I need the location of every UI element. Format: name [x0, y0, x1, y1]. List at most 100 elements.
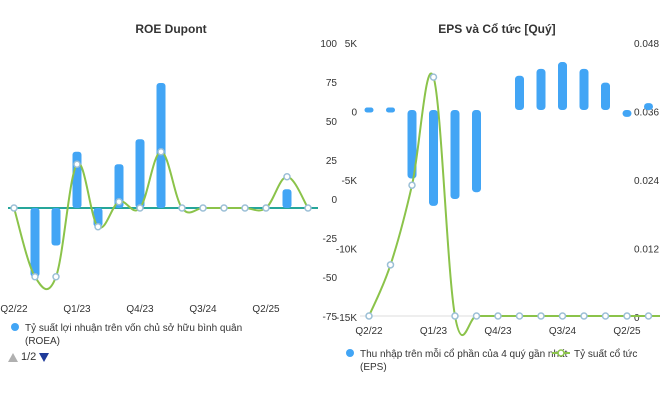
roe-line-point	[94, 223, 102, 231]
roe-x-tick-label: Q2/22	[0, 304, 28, 315]
dividend-line-point	[644, 312, 653, 320]
dividend-line-point	[429, 73, 438, 81]
eps-dividend-chart: EPS và Cổ tức [Quý] 1007550250-25-50-75 …	[320, 22, 660, 373]
roe-bar	[156, 83, 166, 208]
eps-left-tick-label: 75	[326, 78, 338, 89]
eps-right-axis-ticks: 0.048 0.036 0.024 0.012 0	[634, 39, 659, 324]
eps-legend[interactable]: Thu nhập trên mỗi cổ phần của 4 quý gần …	[346, 347, 637, 373]
roe-x-axis-ticks: Q2/22 Q1/23 Q4/23 Q3/24 Q2/25	[0, 304, 280, 315]
eps-x-axis-ticks: Q2/22 Q1/23 Q4/23 Q3/24 Q2/25	[355, 326, 641, 337]
dividend-line-point	[451, 312, 459, 320]
roe-line-point	[115, 198, 123, 206]
dividend-line-point	[623, 312, 631, 320]
roe-line-series	[10, 148, 312, 290]
eps-left-tick-label: -25	[323, 234, 338, 245]
roe-legend-label-line1: Tỷ suất lợi nhuận trên vốn chủ sở hữu bì…	[25, 322, 242, 334]
dividend-line-point	[472, 312, 481, 320]
eps-x-tick-label: Q2/22	[355, 326, 383, 337]
roe-bar	[72, 151, 82, 208]
roe-x-tick-label: Q2/25	[252, 304, 280, 315]
roe-line-point	[199, 204, 207, 212]
eps-left-tick-label: 25	[326, 156, 338, 167]
eps-legend-marker	[346, 349, 354, 357]
eps-legend-label-line2: (EPS)	[360, 362, 387, 373]
eps-mid-tick-label: 0	[351, 108, 357, 119]
eps-right-tick-label: 0	[634, 313, 640, 324]
roe-dupont-chart: ROE Dupont Q2/22 Q1/23 Q4/23 Q3/24 Q2/25 Tỷ …	[0, 22, 318, 347]
eps-bar	[536, 68, 546, 110]
eps-bar	[558, 62, 567, 110]
roe-x-tick-label: Q4/23	[126, 304, 154, 315]
roe-line-point	[304, 204, 312, 212]
roe-line-point	[220, 204, 228, 212]
roe-bars	[30, 83, 292, 277]
eps-bar	[601, 82, 610, 110]
roe-line-point	[178, 204, 186, 212]
eps-left-axis-ticks: 100 75 50 25 0 -25 -50 -75	[320, 39, 337, 323]
roe-line-point	[10, 204, 18, 212]
dividend-line-point	[408, 181, 416, 189]
eps-bar	[386, 107, 395, 113]
roe-legend-marker	[11, 323, 19, 331]
eps-right-tick-label: 0.012	[634, 245, 659, 256]
dividend-line-point	[537, 312, 545, 320]
dividend-legend-label: Tỷ suất cổ tức	[574, 348, 637, 360]
eps-bar	[644, 103, 653, 110]
eps-x-tick-label: Q3/24	[549, 326, 577, 337]
eps-bar	[450, 110, 460, 200]
eps-x-tick-label: Q1/23	[420, 326, 448, 337]
eps-right-tick-label: 0.024	[634, 176, 659, 187]
eps-mid-axis-ticks: 5K 0 -5K -10K -15K	[336, 39, 358, 324]
eps-right-tick-label: 0.036	[634, 108, 659, 119]
dividend-legend-marker	[557, 349, 565, 357]
eps-left-tick-label: -50	[323, 273, 338, 284]
roe-bar	[282, 189, 292, 208]
roe-line-point	[283, 173, 291, 181]
pager-up-icon[interactable]	[8, 352, 18, 362]
eps-x-tick-label: Q4/23	[484, 326, 512, 337]
dividend-line-point	[365, 312, 373, 320]
roe-legend[interactable]: Tỷ suất lợi nhuận trên vốn chủ sở hữu bì…	[11, 322, 242, 347]
dividend-line-point	[580, 312, 588, 320]
eps-bar	[622, 110, 632, 117]
eps-bars	[364, 62, 653, 206]
roe-line-point	[262, 204, 270, 212]
roe-line-point	[31, 273, 39, 281]
roe-legend-label-line2: (ROEA)	[25, 336, 60, 347]
eps-bar	[407, 110, 417, 179]
roe-bar	[30, 208, 40, 277]
eps-mid-tick-label: 5K	[345, 39, 358, 50]
eps-bar	[429, 110, 438, 206]
eps-left-tick-label: -75	[323, 312, 338, 323]
eps-left-tick-label: 50	[326, 117, 338, 128]
roe-chart-title: ROE Dupont	[135, 22, 206, 36]
dividend-line-point	[494, 312, 502, 320]
roe-bar	[135, 139, 145, 208]
roe-bar	[114, 164, 124, 208]
eps-chart-title: EPS và Cổ tức [Quý]	[438, 22, 555, 36]
dividend-line-point	[515, 312, 524, 320]
eps-bar	[579, 68, 589, 110]
eps-x-tick-label: Q2/25	[613, 326, 641, 337]
eps-bar	[364, 107, 374, 113]
dividend-line-series	[365, 72, 660, 336]
eps-mid-tick-label: -15K	[336, 313, 357, 324]
roe-line-point	[52, 273, 60, 281]
eps-bar	[515, 75, 524, 110]
roe-line-point	[73, 160, 81, 168]
roe-line-point	[157, 148, 165, 156]
eps-mid-tick-label: -10K	[336, 245, 357, 256]
legend-pager: 1/2	[8, 351, 50, 363]
roe-x-tick-label: Q1/23	[63, 304, 91, 315]
dividend-line-point	[386, 261, 395, 269]
pager-label: 1/2	[21, 351, 37, 363]
eps-mid-tick-label: -5K	[341, 176, 357, 187]
roe-bar	[51, 208, 61, 246]
pager-down-icon[interactable]	[39, 352, 50, 362]
roe-line-point	[136, 204, 144, 212]
eps-left-tick-label: 100	[320, 39, 337, 50]
dividend-line-point	[558, 312, 567, 320]
roe-x-tick-label: Q3/24	[189, 304, 217, 315]
eps-left-tick-label: 0	[331, 195, 337, 206]
